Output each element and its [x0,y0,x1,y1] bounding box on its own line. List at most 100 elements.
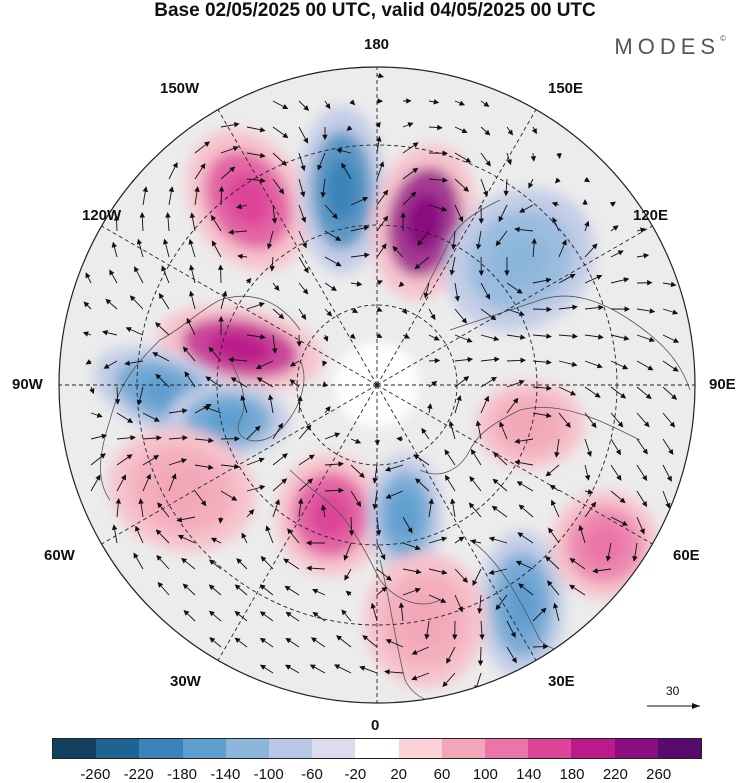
colorbar-tick-label: 260 [646,766,672,783]
wind-vector-head [458,100,466,106]
wind-vector-head [672,309,679,315]
wind-vector-head [643,421,650,428]
wind-vector-head [348,530,355,536]
wind-vector-head [490,376,498,383]
wind-vector-head [615,449,621,456]
wind-vector-head [465,157,472,163]
wind-vector-head [208,346,215,353]
wind-vector-head [475,243,482,250]
wind-vector-head [546,359,552,365]
wind-vector-head [156,554,162,561]
wind-vector-head [277,422,283,429]
wind-vector-head [385,639,392,645]
meridian-line [376,98,543,386]
wind-vector-head [273,285,280,292]
wind-vector-head [210,214,217,221]
wind-vector-head [632,555,638,562]
wind-vector-head [584,474,591,481]
wind-vector-head [478,218,484,225]
wind-vector-head [517,532,524,538]
wind-vector-head [406,98,412,104]
wind-vector-head [477,660,484,666]
wind-vector-head [641,474,648,482]
brand-text: MODES [614,34,721,59]
wind-vector-head [312,611,319,618]
wind-vector-head [514,226,520,233]
wind-vector-head [189,290,195,297]
wind-vector-head [665,502,671,509]
reference-vector-label: 30 [666,684,680,698]
wind-vector-head [111,241,117,248]
wind-vector-head [330,285,337,291]
wind-vector-head [612,225,619,231]
wind-vector-head [285,611,292,618]
wind-vector-head [255,364,262,370]
anomaly-core [205,406,251,434]
wind-vector-head [236,203,243,210]
wind-vector-head [569,273,576,279]
wind-vector-head [407,527,413,534]
reference-vector-head [692,703,700,709]
wind-vector-head [531,128,537,135]
wind-vector-head [153,416,160,422]
wind-vector-head [153,455,160,461]
colorbar-tick-label: 220 [602,766,628,783]
wind-vector-head [363,225,370,231]
lon-label-60e: 60E [673,547,700,564]
wind-vector-head [334,432,341,438]
meridian-line [90,384,378,551]
wind-vector-head [572,333,578,339]
wind-vector-head [300,216,307,223]
wind-vector-head [208,559,215,566]
wind-vector-head [488,569,495,575]
colorbar-tick-label: -140 [210,766,241,783]
wind-vector-head [400,211,406,218]
wind-vector-head [620,393,627,399]
brand-logo: MODES© [614,34,726,60]
wind-vector-head [161,265,167,272]
wind-vector-head [289,379,296,385]
wind-vector-head [258,457,265,463]
wind-vector-head [584,176,591,183]
polar-map [58,66,700,709]
colorbar-swatch [182,739,226,758]
wind-vector-head [499,421,505,428]
wind-vector-head [303,137,309,144]
wind-vector-head [103,363,110,369]
wind-vector-head [155,373,162,380]
wind-vector-head [101,433,108,440]
wind-vector-head [259,152,266,159]
wind-vector-head [621,520,628,526]
meridian-line [211,384,378,672]
wind-vector-head [182,435,188,441]
wind-vector-head [89,387,95,395]
wind-vector-head [260,177,266,184]
wind-vector-head [456,394,462,401]
wind-vector-head [619,497,626,504]
wind-vector-head [184,371,190,378]
wind-vector-head [570,390,577,396]
wind-vector-head [181,458,188,464]
wind-vector-head [278,188,285,195]
wind-vector-head [130,435,136,441]
wind-vector-head [623,277,630,283]
anomaly-core [404,193,444,251]
wind-vector-head [85,272,91,279]
wind-vector-head [172,162,178,169]
wind-vector-head [356,281,363,287]
wind-vector-head [551,201,558,207]
wind-vector-head [111,524,118,531]
wind-vector-head [624,306,631,312]
wind-vector-head [531,238,537,244]
colorbar-tick-label: -20 [344,766,367,783]
wind-vector-head [343,554,349,561]
wind-vector-head [669,421,676,428]
wind-vector-head [129,295,136,302]
lon-label-150e: 150E [548,80,584,97]
coastline [419,199,501,301]
wind-vector-head [124,360,131,366]
wind-vector-head [345,590,352,597]
wind-vector-head [181,557,188,564]
wind-vector-head [320,192,326,198]
wind-vector-head [609,201,616,207]
